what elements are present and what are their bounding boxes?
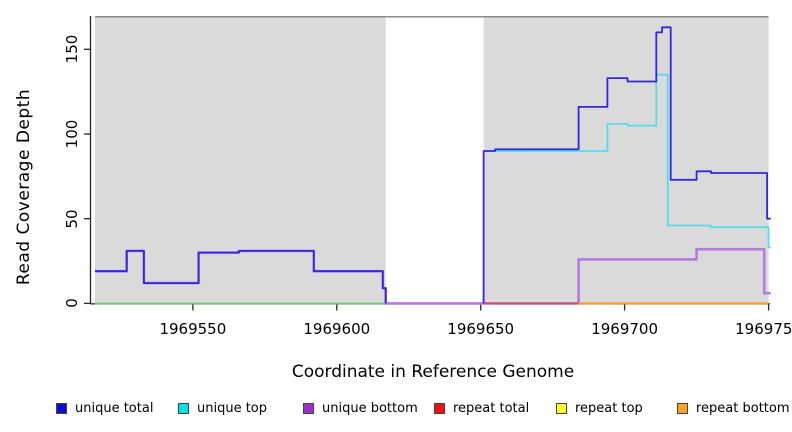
- mask-region: [483, 17, 769, 305]
- x-tick-label: 1969550: [159, 320, 227, 338]
- x-tick-label: 1969600: [303, 320, 371, 338]
- unique_total-line: [95, 250, 387, 304]
- mask-region: [95, 17, 386, 305]
- legend-swatch-icon: [303, 403, 314, 414]
- y-axis-title: Read Coverage Depth: [14, 88, 34, 286]
- unique_top-line: [483, 73, 771, 249]
- legend-swatch-icon: [677, 403, 688, 414]
- legend-label: unique bottom: [322, 401, 418, 416]
- y-tick-label: 0: [63, 298, 81, 309]
- y-tick-label: 100: [63, 119, 81, 149]
- y-tick-label: 50: [63, 209, 81, 229]
- x-axis-title: Coordinate in Reference Genome: [291, 362, 575, 382]
- legend-item-unique-top: unique top: [178, 401, 267, 416]
- legend-label: unique top: [197, 401, 268, 416]
- legend-swatch-icon: [434, 403, 445, 414]
- legend-item-unique-bottom: unique bottom: [303, 401, 418, 416]
- legend-swatch-icon: [178, 403, 189, 414]
- legend-item-repeat-top: repeat top: [556, 401, 643, 416]
- legend-label: unique total: [75, 401, 154, 416]
- legend-swatch-icon: [556, 403, 567, 414]
- legend-item-repeat-bottom: repeat bottom: [677, 401, 790, 416]
- data-series: [95, 26, 771, 305]
- legend-swatch-icon: [56, 403, 67, 414]
- unique_total-line: [482, 26, 771, 304]
- legend-item-unique-total: unique total: [56, 401, 153, 416]
- legend-label: repeat total: [453, 401, 530, 416]
- legend-label: repeat bottom: [696, 401, 790, 416]
- legend-item-repeat-total: repeat total: [434, 401, 529, 416]
- y-tick-label: 150: [63, 35, 81, 64]
- legend-label: repeat top: [575, 401, 643, 416]
- x-tick-label: 1969700: [591, 320, 659, 338]
- x-tick-label: 1969650: [447, 320, 515, 338]
